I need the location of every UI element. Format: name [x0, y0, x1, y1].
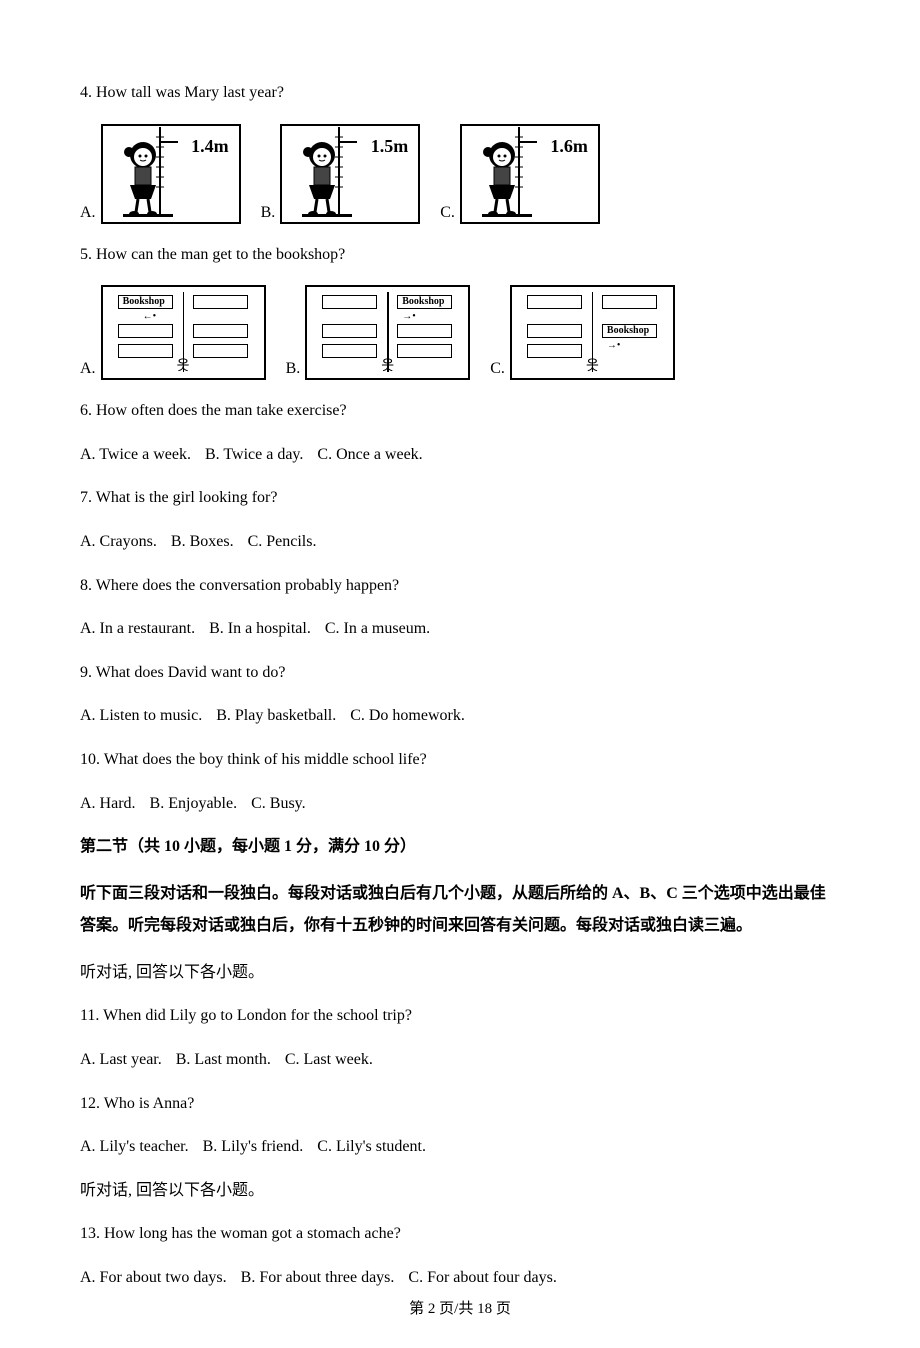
- q7-text: 7. What is the girl looking for?: [80, 485, 840, 511]
- q6-text: 6. How often does the man take exercise?: [80, 398, 840, 424]
- q4-label-b: B.: [261, 204, 276, 224]
- girl-icon: [297, 127, 357, 217]
- q4-image-b: 1.5m: [280, 124, 420, 224]
- q13-c: C. For about four days.: [408, 1269, 556, 1286]
- page-footer: 第 2 页/共 18 页: [0, 1297, 920, 1318]
- q11-a: A. Last year.: [80, 1051, 162, 1068]
- q9-options: A. Listen to music. B. Play basketball. …: [80, 703, 840, 729]
- q4-height-a: 1.4m: [191, 136, 229, 157]
- q4-label-a: A.: [80, 204, 96, 224]
- q6-a: A. Twice a week.: [80, 446, 191, 463]
- q8-options: A. In a restaurant. B. In a hospital. C.…: [80, 616, 840, 642]
- q5-option-b: B. Bookshop →• 옷: [286, 285, 471, 380]
- q11-options: A. Last year. B. Last month. C. Last wee…: [80, 1047, 840, 1073]
- q12-text: 12. Who is Anna?: [80, 1091, 840, 1117]
- q5-label-a: A.: [80, 360, 96, 380]
- q4-height-b: 1.5m: [371, 136, 409, 157]
- section2-instructions: 听下面三段对话和一段独白。每段对话或独白后有几个小题，从题后所给的 A、B、C …: [80, 878, 840, 942]
- q9-b: B. Play basketball.: [216, 707, 336, 724]
- q5-text: 5. How can the man get to the bookshop?: [80, 242, 840, 268]
- q4-option-b: B. 1.5m: [261, 124, 421, 224]
- q13-b: B. For about three days.: [241, 1269, 395, 1286]
- q5-map-b: Bookshop →• 옷: [305, 285, 470, 380]
- q13-text: 13. How long has the woman got a stomach…: [80, 1221, 840, 1247]
- section2-sub1: 听对话, 回答以下各小题。: [80, 960, 840, 986]
- q6-options: A. Twice a week. B. Twice a day. C. Once…: [80, 442, 840, 468]
- q6-c: C. Once a week.: [317, 446, 422, 463]
- q11-text: 11. When did Lily go to London for the s…: [80, 1003, 840, 1029]
- q5-label-b: B.: [286, 360, 301, 380]
- q12-c: C. Lily's student.: [317, 1138, 426, 1155]
- q8-c: C. In a museum.: [325, 620, 430, 637]
- q5-image-row: A. Bookshop ←• 옷 B. Bookshop →• 옷: [80, 285, 840, 380]
- q12-a: A. Lily's teacher.: [80, 1138, 189, 1155]
- q8-a: A. In a restaurant.: [80, 620, 195, 637]
- q10-options: A. Hard. B. Enjoyable. C. Busy.: [80, 791, 840, 817]
- q4-label-c: C.: [440, 204, 455, 224]
- q4-option-c: C. 1.6m: [440, 124, 600, 224]
- q4-height-c: 1.6m: [550, 136, 588, 157]
- q13-a: A. For about two days.: [80, 1269, 227, 1286]
- q5-map-c: Bookshop →• 옷: [510, 285, 675, 380]
- q6-b: B. Twice a day.: [205, 446, 303, 463]
- girl-icon: [477, 127, 537, 217]
- q7-b: B. Boxes.: [171, 533, 234, 550]
- q8-text: 8. Where does the conversation probably …: [80, 573, 840, 599]
- q7-options: A. Crayons. B. Boxes. C. Pencils.: [80, 529, 840, 555]
- girl-icon: [118, 127, 178, 217]
- q7-a: A. Crayons.: [80, 533, 157, 550]
- section2-sub2: 听对话, 回答以下各小题。: [80, 1178, 840, 1204]
- bookshop-label: Bookshop: [402, 296, 444, 307]
- q9-a: A. Listen to music.: [80, 707, 202, 724]
- q5-label-c: C.: [490, 360, 505, 380]
- q7-c: C. Pencils.: [248, 533, 317, 550]
- q13-options: A. For about two days. B. For about thre…: [80, 1265, 840, 1291]
- q9-text: 9. What does David want to do?: [80, 660, 840, 686]
- q4-text: 4. How tall was Mary last year?: [80, 80, 840, 106]
- q4-image-row: A. 1.4m B.: [80, 124, 840, 224]
- q5-option-c: C. Bookshop →• 옷: [490, 285, 675, 380]
- person-icon: 옷: [177, 355, 190, 375]
- q12-options: A. Lily's teacher. B. Lily's friend. C. …: [80, 1134, 840, 1160]
- q12-b: B. Lily's friend.: [203, 1138, 304, 1155]
- bookshop-label: Bookshop: [123, 296, 165, 307]
- q9-c: C. Do homework.: [350, 707, 465, 724]
- q10-b: B. Enjoyable.: [150, 795, 238, 812]
- q10-text: 10. What does the boy think of his middl…: [80, 747, 840, 773]
- q5-option-a: A. Bookshop ←• 옷: [80, 285, 266, 380]
- q10-a: A. Hard.: [80, 795, 136, 812]
- q4-option-a: A. 1.4m: [80, 124, 241, 224]
- person-icon: 옷: [586, 355, 599, 375]
- q5-map-a: Bookshop ←• 옷: [101, 285, 266, 380]
- q10-c: C. Busy.: [251, 795, 306, 812]
- q11-b: B. Last month.: [176, 1051, 271, 1068]
- q4-image-c: 1.6m: [460, 124, 600, 224]
- section2-header: 第二节（共 10 小题，每小题 1 分，满分 10 分）: [80, 834, 840, 860]
- person-icon: 옷: [381, 355, 394, 375]
- bookshop-label: Bookshop: [607, 325, 649, 336]
- q4-image-a: 1.4m: [101, 124, 241, 224]
- q11-c: C. Last week.: [285, 1051, 373, 1068]
- q8-b: B. In a hospital.: [209, 620, 311, 637]
